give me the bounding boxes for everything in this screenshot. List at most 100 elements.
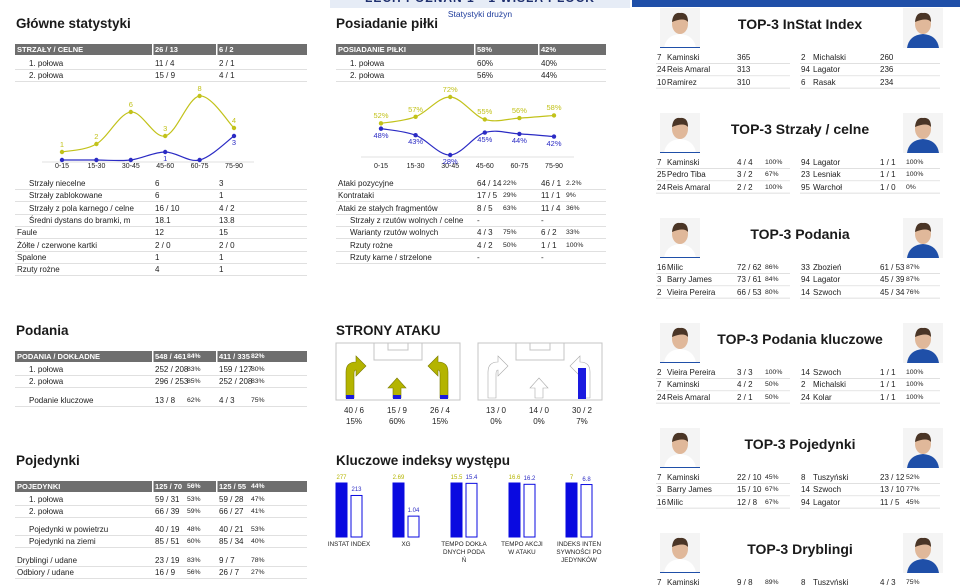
- player-pct: 86%: [765, 264, 779, 271]
- row-label: PODANIA / DOKŁADNE: [17, 352, 101, 361]
- row-value: 1: [155, 253, 160, 262]
- section-title: Pojedynki: [16, 453, 80, 468]
- player-value: 23 / 12: [880, 473, 905, 482]
- x-tick-label: 0-15: [54, 163, 70, 170]
- data-label: 56%: [511, 106, 527, 116]
- data-label: 55%: [477, 107, 493, 117]
- row-label: Odbiory / udane: [17, 568, 74, 577]
- player-shirt: [907, 34, 939, 48]
- x-tick-label: 60-75: [190, 163, 209, 170]
- row-pct: 84%: [187, 353, 201, 360]
- player-name: Rasak: [813, 77, 836, 87]
- row-value: 125 / 70: [155, 482, 183, 491]
- row-label: Pojedynki w powietrzu: [29, 525, 109, 534]
- row-pct: 83%: [187, 557, 201, 564]
- player-value: 45 / 39: [880, 275, 905, 285]
- attack-count: 30 / 2: [571, 406, 593, 415]
- player-value: 66 / 53: [737, 287, 762, 297]
- data-label: 44%: [511, 135, 527, 145]
- key-bar: [350, 494, 363, 538]
- player-value: 3 / 2: [737, 170, 753, 180]
- row-value: 159 / 127: [219, 365, 253, 374]
- player-hair: [915, 222, 931, 232]
- row-pct: 63%: [503, 205, 517, 212]
- player-pct: 87%: [906, 276, 920, 284]
- row-pct: 82%: [251, 353, 265, 360]
- point: [517, 115, 522, 121]
- player-pct: 100%: [906, 369, 924, 376]
- card-title: TOP-3 Podania: [750, 226, 850, 242]
- row-pct: 33%: [566, 229, 580, 236]
- attack-arrow: [427, 355, 449, 399]
- player-number: 7: [657, 473, 662, 482]
- player-name: Ramirez: [667, 77, 697, 87]
- row-pct: 27%: [251, 569, 265, 576]
- player-value: 1 / 1: [880, 368, 896, 377]
- x-tick-label: 0-15: [373, 163, 389, 170]
- row-label: POJEDYNKI: [17, 482, 61, 491]
- row-value: 11 / 4: [541, 204, 561, 213]
- row-value: 16 / 9: [155, 568, 176, 577]
- player-number: 14: [801, 287, 810, 297]
- player-pct: 50%: [765, 393, 779, 401]
- x-tick-label: 75-90: [225, 163, 243, 170]
- player-value: 234: [880, 77, 894, 87]
- photo-line: [660, 362, 700, 363]
- player-value: 1 / 1: [880, 380, 896, 390]
- player-value: 2 / 2: [737, 182, 753, 192]
- table-header-bg: [15, 44, 307, 55]
- header-sep: [216, 351, 218, 362]
- card-title: TOP-3 Podania kluczowe: [717, 331, 883, 347]
- player-name: Barry James: [667, 275, 712, 285]
- bar-value-label: 16.6: [508, 475, 521, 481]
- player-value: 365: [737, 53, 751, 62]
- table-header-bg: [15, 481, 307, 492]
- player-number: 3: [657, 485, 662, 495]
- player-shirt: [907, 349, 939, 363]
- pitch-box: [515, 342, 565, 361]
- row-label: Rzuty rożne: [350, 241, 393, 250]
- row-value: 296 / 253: [155, 377, 189, 386]
- attack-bar: [578, 368, 586, 399]
- row-label: Podanie kluczowe: [29, 396, 94, 405]
- player-name: Tuszyński: [813, 473, 849, 482]
- row-pct: 59%: [187, 508, 201, 515]
- attack-count: 40 / 6: [343, 406, 365, 415]
- table-header-bg: [15, 351, 307, 362]
- player-number: 94: [801, 158, 810, 167]
- attack-bar: [440, 395, 448, 399]
- table-header-bg: [336, 44, 606, 55]
- row-pct: 80%: [251, 366, 265, 373]
- row-pct: 41%: [251, 508, 265, 515]
- row-value: 40 / 21: [219, 525, 244, 534]
- player-hair: [672, 327, 688, 337]
- row-pct: 85%: [187, 378, 201, 385]
- row-label: 2. połowa: [350, 71, 385, 80]
- section-title: Podania: [16, 323, 69, 338]
- player-number: 3: [657, 275, 662, 285]
- point: [413, 114, 418, 119]
- row-label: 2. połowa: [29, 377, 64, 386]
- key-category: INSTAT INDEX: [327, 541, 371, 548]
- bar-value-label: 16.2: [523, 476, 536, 483]
- player-name: Kaminski: [667, 53, 700, 62]
- player-name: Vieira Pereira: [667, 368, 716, 377]
- player-value: 1 / 1: [880, 392, 896, 402]
- player-value: 22 / 10: [737, 473, 762, 482]
- row-value: 3: [219, 179, 224, 188]
- point: [378, 126, 384, 131]
- row-value: 85 / 34: [219, 537, 244, 546]
- card-title: TOP-3 Pojedynki: [744, 436, 856, 452]
- player-value: 73 / 61: [737, 275, 762, 285]
- player-value: 260: [880, 53, 894, 62]
- player-name: Michalski: [813, 53, 846, 62]
- player-pct: 100%: [906, 159, 924, 166]
- point: [163, 149, 168, 155]
- player-name: Kaminski: [667, 473, 700, 482]
- row-label: Żółte / czerwone kartki: [17, 241, 98, 250]
- data-label: 58%: [546, 103, 562, 113]
- row-pct: 9%: [566, 192, 576, 199]
- player-shirt: [907, 454, 939, 468]
- row-pct: 83%: [187, 366, 201, 373]
- player-hair: [915, 327, 931, 337]
